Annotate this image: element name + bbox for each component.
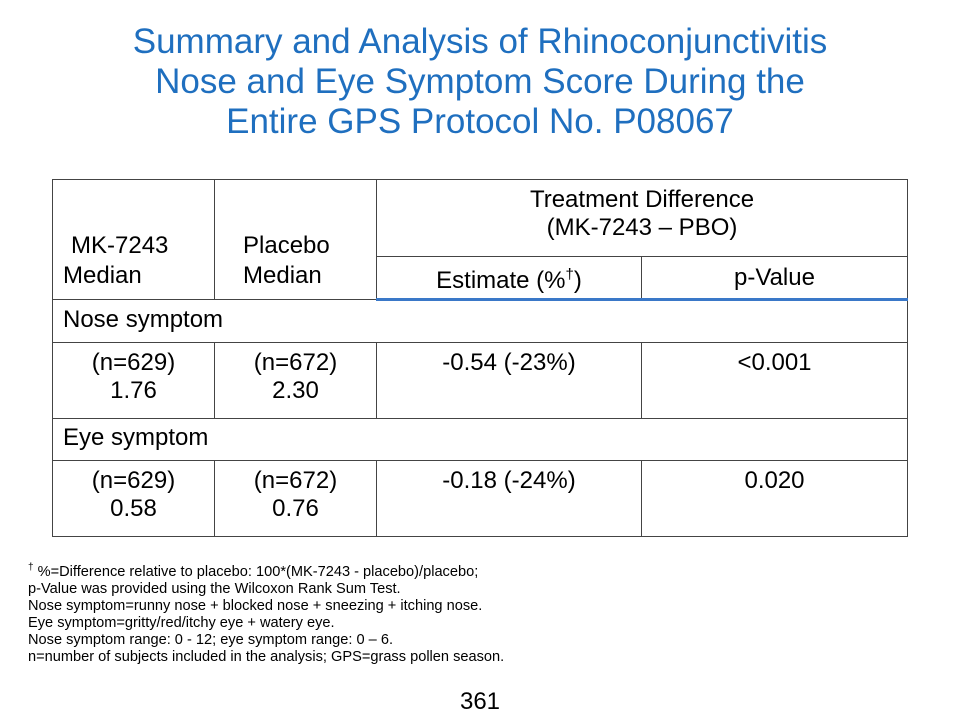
data-row-nose: (n=629) 1.76 (n=672) 2.30 -0.54 (-23%) <… (52, 342, 908, 419)
footnote-3: Nose symptom=runny nose + blocked nose +… (28, 598, 483, 614)
header-pvalue: p-Value (641, 256, 908, 301)
header-placebo-line2: Median (243, 262, 322, 289)
header-mk-median: MK-7243 Median (52, 179, 215, 300)
title-line-1: Summary and Analysis of Rhinoconjunctivi… (132, 22, 828, 61)
header-row-2: Estimate (%†) p-Value (53, 256, 908, 301)
section-row-nose: Nose symptom (52, 299, 908, 343)
footnote-dagger: † (28, 562, 34, 574)
header-estimate: Estimate (%†) (376, 256, 642, 301)
cell-nose-pbo-n: (n=672) (253, 349, 338, 376)
section-label-nose: Nose symptom (52, 299, 908, 343)
title-line-3: Entire GPS Protocol No. P08067 (226, 102, 734, 141)
header-mk-line1: MK-7243 (71, 232, 169, 259)
cell-eye-mk-n: (n=629) (91, 467, 176, 494)
cell-eye-pbo: (n=672) 0.76 (214, 460, 377, 537)
dagger-mark: † (565, 265, 574, 283)
cell-eye-pbo-n: (n=672) (253, 467, 338, 494)
results-table: MK-7243 Median Placebo Median Treatment … (52, 179, 908, 537)
page-number: 361 (459, 688, 501, 715)
cell-eye-pbo-val: 0.76 (272, 495, 319, 522)
section-label-eye: Eye symptom (52, 418, 908, 461)
cell-nose-pbo: (n=672) 2.30 (214, 342, 377, 419)
cell-nose-estimate: -0.54 (-23%) (376, 342, 642, 419)
cell-nose-mk-n: (n=629) (91, 349, 176, 376)
slide-title: Summary and Analysis of Rhinoconjunctivi… (20, 22, 940, 142)
header-treatment-difference: Treatment Difference (MK-7243 – PBO) (376, 179, 908, 257)
cell-eye-pvalue: 0.020 (641, 460, 908, 537)
header-treatment-line2: (MK-7243 – PBO) (546, 214, 738, 241)
footnote-6: n=number of subjects included in the ana… (28, 649, 505, 665)
header-mk-line2: Median (63, 262, 142, 289)
footnote-5: Nose symptom range: 0 - 12; eye symptom … (28, 632, 394, 648)
footnote-2: p-Value was provided using the Wilcoxon … (28, 581, 401, 597)
cell-nose-mk-val: 1.76 (110, 377, 157, 404)
footnote-1: † %=Difference relative to placebo: 100*… (28, 562, 479, 580)
cell-nose-pvalue: <0.001 (641, 342, 908, 419)
cell-eye-mk-val: 0.58 (110, 495, 157, 522)
cell-nose-mk: (n=629) 1.76 (52, 342, 215, 419)
footnote-4: Eye symptom=gritty/red/itchy eye + water… (28, 615, 335, 631)
cell-eye-estimate: -0.18 (-24%) (376, 460, 642, 537)
data-row-eye: (n=629) 0.58 (n=672) 0.76 -0.18 (-24%) 0… (52, 460, 908, 537)
section-row-eye: Eye symptom (52, 418, 908, 461)
header-placebo-line1: Placebo (243, 232, 330, 259)
header-treatment-line1: Treatment Difference (529, 186, 755, 213)
cell-nose-pbo-val: 2.30 (272, 377, 319, 404)
header-placebo-median: Placebo Median (214, 179, 377, 300)
footnotes: † %=Difference relative to placebo: 100*… (28, 562, 928, 666)
title-line-2: Nose and Eye Symptom Score During the (155, 62, 805, 101)
cell-eye-mk: (n=629) 0.58 (52, 460, 215, 537)
header-row-1: MK-7243 Median Placebo Median Treatment … (52, 179, 908, 300)
